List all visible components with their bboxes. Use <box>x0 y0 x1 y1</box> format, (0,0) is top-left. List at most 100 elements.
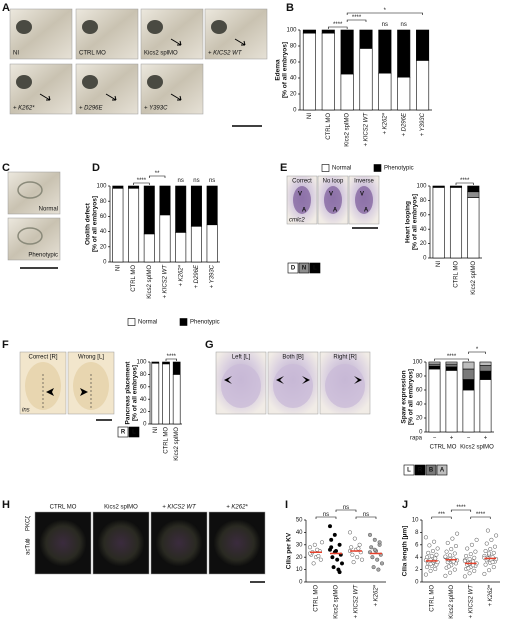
data-point <box>423 535 428 540</box>
chamber-label: A <box>364 208 369 214</box>
significance-label: **** <box>167 354 177 360</box>
x-tick-label: − <box>467 436 471 442</box>
data-point <box>428 568 433 573</box>
x-tick-label: Kics2 splMO <box>449 585 455 619</box>
y-tick-label: 0 <box>293 108 297 114</box>
bar-segment <box>479 361 492 366</box>
micrograph <box>75 8 139 60</box>
y-tick-label: 0 <box>419 430 423 436</box>
stain-label: PKCζ <box>26 516 32 531</box>
legend-label: L <box>132 430 136 436</box>
bar-segment <box>340 73 354 111</box>
data-point <box>367 532 373 537</box>
legend-swatch <box>436 464 448 476</box>
y-tick-label: 100 <box>416 184 427 190</box>
data-point <box>446 564 451 569</box>
data-point <box>483 548 488 554</box>
x-tick-label: + K262* <box>488 584 494 606</box>
bar-segment <box>206 224 218 263</box>
image-label: Kics2 splMO <box>104 505 138 511</box>
significance-label: ** <box>155 171 160 177</box>
data-point <box>462 574 467 579</box>
panel-letter: I <box>285 499 288 511</box>
chamber-label: A <box>302 208 307 214</box>
legend-label: Phenotypic <box>384 166 414 172</box>
significance-label: * <box>384 8 387 14</box>
significance-bracket <box>133 182 150 185</box>
data-point <box>339 561 345 566</box>
panel-letter: F <box>2 339 9 351</box>
x-tick-label: − <box>433 436 437 442</box>
y-tick-label: 60 <box>290 60 297 66</box>
y-tick-label: 0 <box>299 580 303 586</box>
data-point <box>327 524 333 529</box>
significance-bracket <box>346 19 367 22</box>
legend-swatch <box>403 464 415 476</box>
image-label: Kics2 splMO <box>144 51 178 57</box>
kupffer-vesicle <box>97 519 145 567</box>
legend-swatch <box>127 318 136 326</box>
bar-segment <box>467 197 480 259</box>
image-label: Wrong [L] <box>78 355 104 361</box>
data-point <box>350 552 355 557</box>
data-point <box>352 536 357 541</box>
data-point <box>349 545 354 550</box>
bar-segment <box>128 187 140 263</box>
micrograph <box>7 171 61 215</box>
legend-label: D <box>291 266 296 272</box>
otolith <box>17 227 43 245</box>
y-tick-label: 60 <box>420 212 427 218</box>
micrograph <box>317 175 349 225</box>
significance-label: ns <box>193 178 199 184</box>
bar-segment <box>340 29 354 75</box>
y-tick-label: 0 <box>423 256 427 262</box>
image-label: + K262* <box>226 505 248 511</box>
y-axis-label: [% of all embryos] <box>412 194 419 250</box>
panel-letter: H <box>2 499 10 511</box>
bar-segment <box>321 32 335 111</box>
data-point <box>466 566 471 571</box>
bar-segment <box>172 374 181 425</box>
legend-swatch <box>321 164 330 172</box>
group-label: CTRL MO <box>430 445 457 451</box>
kupffer-vesicle <box>213 519 261 567</box>
data-point <box>376 567 381 572</box>
significance-bracket <box>355 516 377 519</box>
chamber-label: V <box>298 192 302 198</box>
arrowhead <box>46 388 54 396</box>
y-tick-label: 0 <box>143 422 147 428</box>
y-tick-label: 20 <box>416 416 423 422</box>
data-point <box>318 557 323 562</box>
y-tick-label: 30 <box>296 542 303 548</box>
arrow <box>170 93 182 101</box>
significance-label: ns <box>343 505 349 511</box>
y-tick-label: 0 <box>103 260 107 266</box>
data-point <box>351 560 356 565</box>
bar-segment <box>159 214 171 263</box>
data-point <box>435 546 440 551</box>
data-point <box>370 555 375 560</box>
y-tick-label: 40 <box>140 397 147 403</box>
y-tick-label: 100 <box>412 360 423 366</box>
bar-segment <box>432 187 445 259</box>
y-axis-label: Edema <box>275 59 282 81</box>
data-point <box>330 555 335 560</box>
y-axis-label: Heart looping <box>405 201 412 243</box>
x-tick-label: CTRL MO <box>314 585 320 612</box>
data-point <box>377 540 382 545</box>
bar-segment <box>445 363 458 368</box>
legend-label: L <box>313 266 317 272</box>
y-tick-label: 60 <box>416 388 423 394</box>
panel-letter: G <box>205 339 214 351</box>
group-label: Kics2 splMO <box>460 445 494 451</box>
image-label: + D296E <box>79 106 104 112</box>
y-tick-label: 100 <box>136 360 147 366</box>
data-point <box>347 530 353 535</box>
x-tick-label: CTRL MO <box>454 261 460 288</box>
y-tick-label: 0 <box>415 580 419 586</box>
heart <box>293 186 311 214</box>
panel-letter: D <box>92 162 100 174</box>
significance-bracket <box>470 516 491 519</box>
micrograph <box>140 8 204 60</box>
bar-segment <box>449 187 463 259</box>
